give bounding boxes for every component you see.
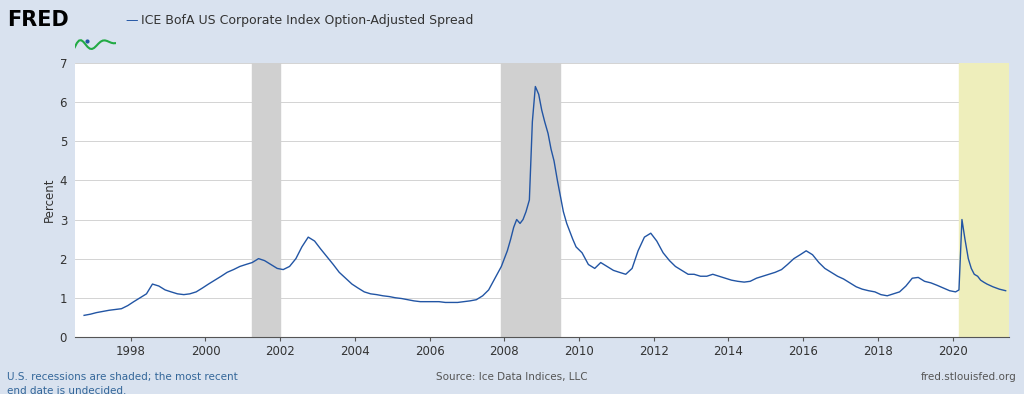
Bar <box>252 63 281 337</box>
Text: fred.stlouisfed.org: fred.stlouisfed.org <box>921 372 1017 382</box>
Text: —: — <box>125 14 137 27</box>
Text: U.S. recessions are shaded; the most recent
end date is undecided.: U.S. recessions are shaded; the most rec… <box>7 372 238 394</box>
Bar <box>958 63 1024 337</box>
Bar <box>502 63 560 337</box>
Text: Source: Ice Data Indices, LLC: Source: Ice Data Indices, LLC <box>436 372 588 382</box>
Y-axis label: Percent: Percent <box>42 178 55 222</box>
Text: ICE BofA US Corporate Index Option-Adjusted Spread: ICE BofA US Corporate Index Option-Adjus… <box>141 14 474 27</box>
Text: FRED: FRED <box>7 10 69 30</box>
